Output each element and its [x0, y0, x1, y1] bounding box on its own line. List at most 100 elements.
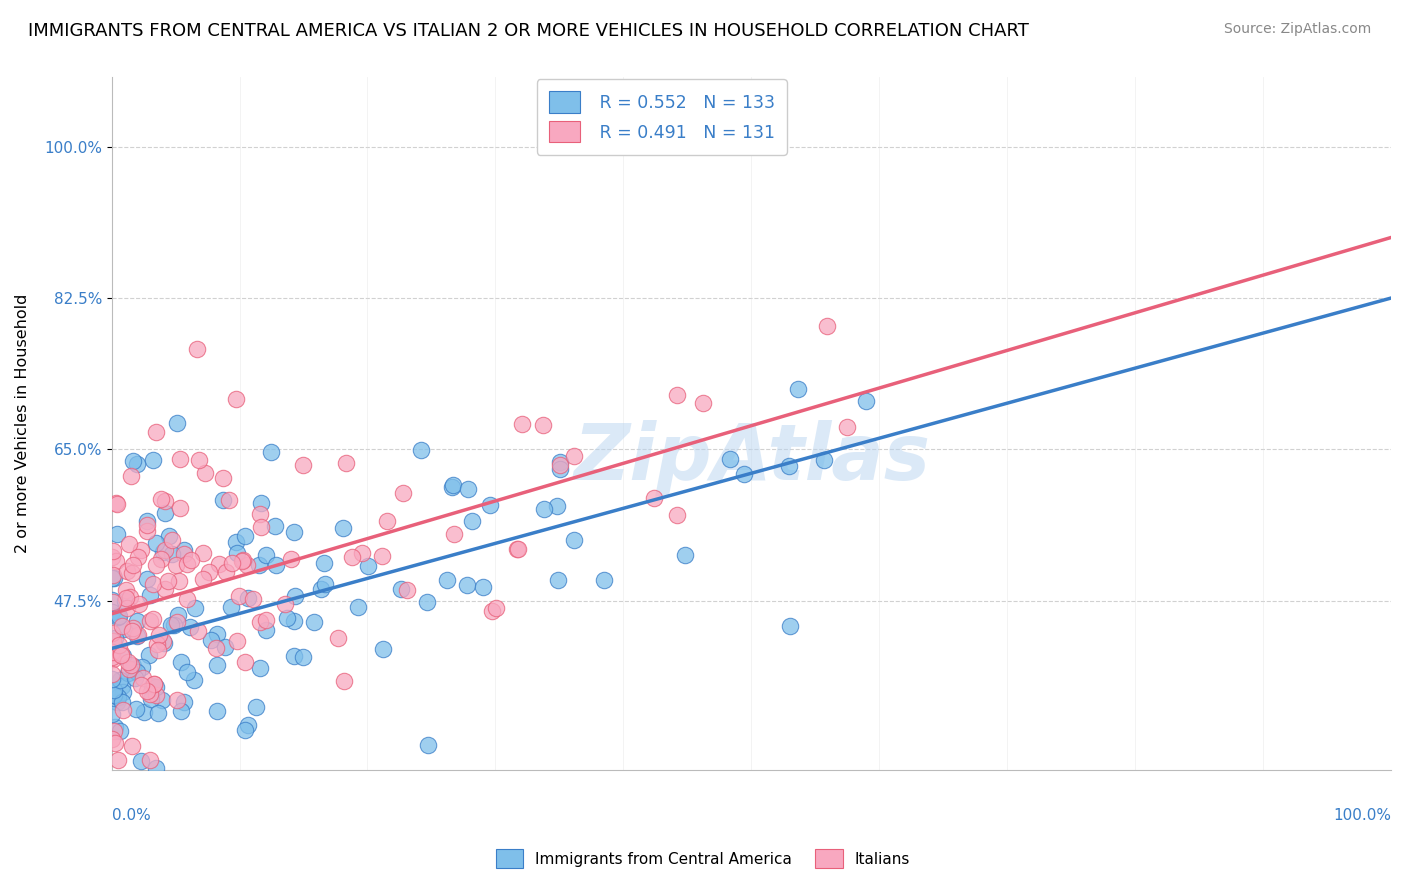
Point: [533, 501, 555, 516]
Point: [235, 529, 257, 543]
Point: [107, 805, 129, 819]
Point: [280, 551, 302, 566]
Point: [111, 679, 134, 693]
Point: [186, 342, 208, 356]
Point: [136, 514, 159, 528]
Point: [247, 558, 270, 572]
Point: [124, 672, 146, 686]
Point: [141, 692, 163, 706]
Point: [165, 558, 187, 572]
Point: [472, 581, 495, 595]
Point: [163, 617, 186, 632]
Point: [242, 592, 264, 607]
Point: [371, 549, 394, 563]
Point: [254, 623, 277, 637]
Point: [120, 469, 142, 483]
Point: [547, 573, 569, 587]
Point: [117, 537, 139, 551]
Y-axis label: 2 or more Vehicles in Household: 2 or more Vehicles in Household: [15, 293, 30, 553]
Point: [121, 558, 143, 573]
Point: [665, 388, 688, 402]
Point: [548, 458, 571, 473]
Point: [176, 665, 198, 680]
Point: [211, 492, 233, 507]
Point: [104, 720, 127, 734]
Point: [129, 678, 152, 692]
Point: [167, 574, 190, 589]
Point: [357, 558, 380, 573]
Point: [160, 533, 183, 547]
Text: 100.0%: 100.0%: [1333, 808, 1391, 823]
Point: [127, 549, 149, 564]
Point: [218, 492, 240, 507]
Point: [198, 565, 221, 579]
Point: [692, 395, 714, 409]
Point: [835, 419, 858, 434]
Point: [177, 814, 200, 829]
Point: [562, 533, 585, 547]
Point: [235, 723, 257, 737]
Point: [186, 624, 208, 638]
Point: [114, 591, 136, 605]
Point: [100, 592, 122, 607]
Point: [117, 665, 139, 680]
Point: [292, 649, 315, 664]
Point: [375, 515, 398, 529]
Point: [441, 477, 464, 491]
Point: [226, 546, 249, 560]
Point: [108, 609, 131, 624]
Point: [125, 665, 148, 680]
Point: [145, 558, 167, 572]
Point: [276, 611, 298, 625]
Point: [245, 699, 267, 714]
Point: [101, 645, 124, 659]
Point: [733, 467, 755, 481]
Point: [166, 692, 188, 706]
Point: [128, 597, 150, 611]
Point: [148, 627, 170, 641]
Point: [283, 615, 305, 629]
Point: [100, 650, 122, 665]
Point: [103, 723, 125, 738]
Point: [173, 547, 195, 561]
Point: [118, 662, 141, 676]
Point: [121, 662, 143, 676]
Point: [225, 535, 247, 549]
Point: [111, 649, 134, 664]
Point: [101, 568, 124, 582]
Point: [127, 628, 149, 642]
Point: [340, 550, 363, 565]
Point: [100, 625, 122, 640]
Point: [779, 619, 801, 633]
Point: [326, 632, 349, 646]
Point: [115, 600, 138, 615]
Point: [225, 634, 247, 648]
Point: [160, 547, 183, 561]
Point: [395, 582, 418, 597]
Point: [101, 846, 124, 860]
Point: [291, 458, 314, 473]
Point: [350, 546, 373, 560]
Point: [214, 565, 236, 579]
Point: [108, 638, 131, 652]
Point: [107, 753, 129, 767]
Point: [104, 736, 127, 750]
Point: [152, 636, 174, 650]
Point: [132, 671, 155, 685]
Point: [176, 592, 198, 607]
Point: [173, 542, 195, 557]
Point: [371, 642, 394, 657]
Point: [231, 554, 253, 568]
Point: [333, 674, 356, 689]
Point: [142, 772, 165, 787]
Point: [510, 417, 533, 431]
Point: [166, 416, 188, 430]
Point: [436, 574, 458, 588]
Point: [249, 615, 271, 629]
Point: [205, 657, 228, 672]
Point: [131, 660, 153, 674]
Point: [101, 544, 124, 558]
Point: [103, 682, 125, 697]
Point: [153, 543, 176, 558]
Point: [139, 614, 162, 628]
